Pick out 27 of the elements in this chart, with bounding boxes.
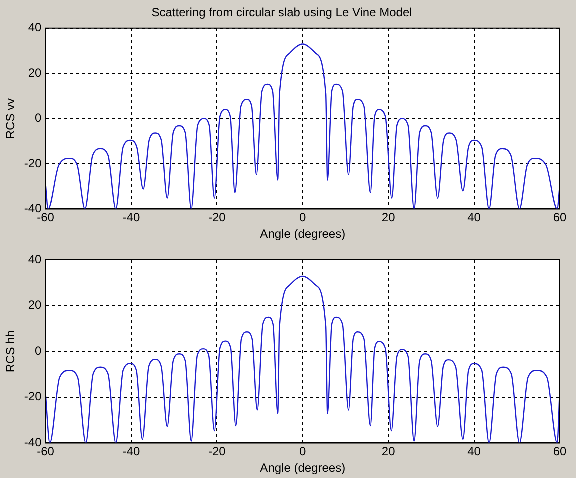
y-tick-label: -20: [24, 156, 42, 170]
x-tick-label: 20: [382, 210, 396, 225]
x-tick-label: 40: [468, 444, 482, 459]
y-tick-label: 0: [35, 344, 42, 358]
x-tick-label: 60: [553, 210, 567, 225]
y-tick-label: 0: [35, 111, 42, 126]
y-tick-label: 20: [28, 298, 42, 312]
x-tick-label: -20: [208, 210, 226, 225]
y-tick-label: -20: [24, 390, 42, 404]
x-tick-label: -20: [208, 444, 226, 459]
x-tick-label: 0: [300, 444, 307, 459]
y-tick-label: 40: [28, 252, 42, 266]
x-tick-label: 20: [382, 444, 396, 459]
y-tick-label: 40: [28, 20, 42, 35]
x-axis-title: Angle (degrees): [260, 227, 346, 242]
x-tick-label: 60: [553, 444, 567, 459]
x-tick-label: 40: [468, 210, 482, 225]
y-axis-title: RCS vv: [4, 98, 18, 140]
y-tick-label: -40: [24, 202, 42, 216]
y-tick-label: -40: [24, 436, 42, 450]
x-tick-label: 0: [300, 210, 307, 225]
y-tick-label: 20: [28, 66, 42, 80]
x-tick-label: -40: [122, 444, 140, 459]
x-tick-label: -40: [122, 210, 140, 225]
y-axis-title: RCS hh: [4, 330, 18, 373]
x-axis-title: Angle (degrees): [260, 461, 346, 476]
chart-title: Scattering from circular slab using Le Vine Model: [152, 6, 412, 20]
